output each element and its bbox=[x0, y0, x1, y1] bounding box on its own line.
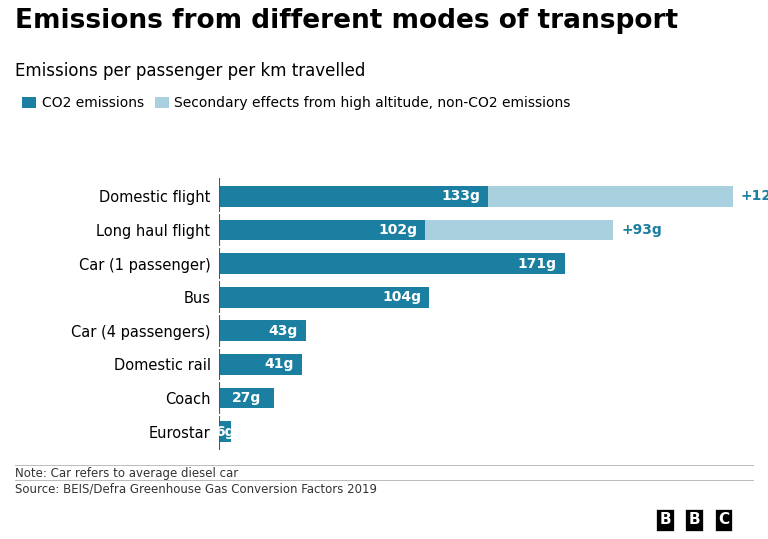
Bar bbox=[219, 354, 302, 375]
Text: Note: Car refers to average diesel car: Note: Car refers to average diesel car bbox=[15, 467, 239, 480]
Legend: CO2 emissions, Secondary effects from high altitude, non-CO2 emissions: CO2 emissions, Secondary effects from hi… bbox=[22, 96, 571, 110]
Text: B: B bbox=[688, 512, 700, 527]
Text: +121g: +121g bbox=[741, 189, 768, 203]
Text: Emissions per passenger per km travelled: Emissions per passenger per km travelled bbox=[15, 62, 366, 80]
Text: +93g: +93g bbox=[621, 223, 662, 237]
Bar bbox=[488, 186, 733, 207]
Text: 133g: 133g bbox=[441, 189, 480, 203]
Text: B: B bbox=[659, 512, 671, 527]
Text: 6g: 6g bbox=[215, 425, 235, 439]
Text: 41g: 41g bbox=[264, 357, 293, 371]
Bar bbox=[219, 388, 273, 409]
Bar bbox=[219, 253, 565, 274]
Text: Emissions from different modes of transport: Emissions from different modes of transp… bbox=[15, 8, 678, 34]
Bar bbox=[219, 186, 488, 207]
Bar bbox=[219, 219, 425, 240]
Text: Source: BEIS/Defra Greenhouse Gas Conversion Factors 2019: Source: BEIS/Defra Greenhouse Gas Conver… bbox=[15, 482, 377, 495]
Text: 104g: 104g bbox=[382, 290, 421, 304]
Text: 171g: 171g bbox=[518, 257, 557, 271]
Bar bbox=[219, 421, 231, 442]
Text: 43g: 43g bbox=[269, 324, 298, 338]
Text: 102g: 102g bbox=[378, 223, 417, 237]
Bar bbox=[219, 320, 306, 341]
Bar bbox=[219, 287, 429, 308]
Text: 27g: 27g bbox=[232, 391, 261, 405]
Text: C: C bbox=[718, 512, 729, 527]
Bar bbox=[425, 219, 614, 240]
